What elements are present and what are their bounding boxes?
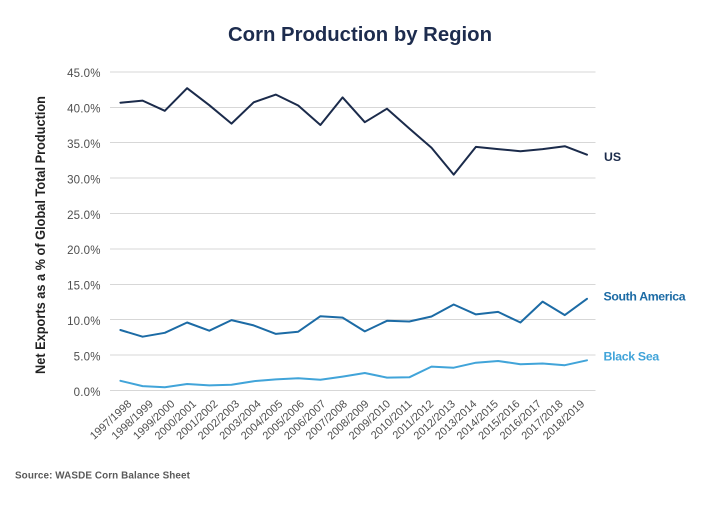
svg-text:Black Sea: Black Sea [604,350,660,364]
svg-text:Source: WASDE Corn Balance She: Source: WASDE Corn Balance Sheet [15,471,191,482]
svg-text:35.0%: 35.0% [67,139,101,151]
svg-text:US: US [604,150,621,164]
svg-text:5.0%: 5.0% [74,351,101,363]
svg-text:10.0%: 10.0% [67,316,101,328]
svg-text:Net Exports as a % of Global T: Net Exports as a % of Global Total Produ… [33,96,48,374]
svg-text:40.0%: 40.0% [67,104,101,116]
svg-text:20.0%: 20.0% [67,245,101,257]
svg-text:45.0%: 45.0% [67,68,101,80]
svg-text:25.0%: 25.0% [67,210,101,222]
svg-text:Corn Production by Region: Corn Production by Region [228,24,492,46]
svg-text:15.0%: 15.0% [67,281,101,293]
svg-text:0.0%: 0.0% [74,387,101,399]
svg-text:South America: South America [604,289,686,303]
svg-text:30.0%: 30.0% [67,174,101,186]
